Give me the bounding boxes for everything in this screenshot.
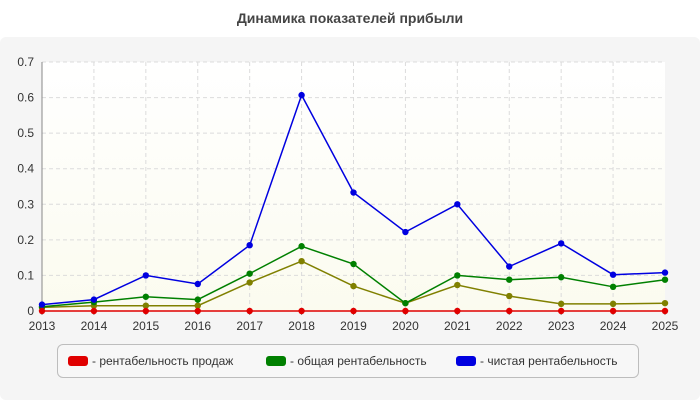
data-point [454,281,461,289]
data-point [194,296,201,303]
data-point [506,276,513,283]
data-point [194,280,201,288]
data-point [142,293,150,300]
data-point [454,201,461,208]
data-point [298,307,305,315]
x-tick-label: 2018 [288,319,315,333]
legend: - рентабельность продаж - общая рентабел… [57,344,639,378]
x-tick-label: 2020 [392,319,419,333]
data-point [661,269,669,276]
x-tick-label: 2019 [340,319,367,333]
data-point [194,307,201,315]
x-tick-label: 2016 [184,319,211,333]
x-tick-label: 2024 [600,319,627,333]
data-point [350,260,357,268]
y-tick-label: 0.4 [17,162,34,176]
data-point [90,307,98,315]
legend-swatch-red [68,356,88,366]
x-tick-label: 2013 [29,319,56,333]
data-point [454,307,461,315]
legend-label: - чистая рентабельность [480,354,618,368]
data-point [350,307,357,315]
legend-label: - общая рентабельность [290,354,427,368]
data-point [90,296,98,303]
y-tick-label: 0.3 [17,197,34,211]
data-point [661,307,669,315]
y-tick-label: 0 [27,304,34,318]
legend-item-sales-profitability: - рентабельность продаж [68,345,233,377]
data-point [557,300,565,308]
data-point [194,302,201,309]
data-point [142,302,150,309]
data-point [506,307,513,315]
data-point [661,299,669,307]
legend-swatch-green [266,356,286,366]
data-point [609,283,617,291]
y-tick-label: 0.7 [17,55,34,69]
data-point [557,307,565,315]
legend-swatch-blue [456,356,476,366]
x-tick-label: 2017 [236,319,263,333]
plot-area [42,62,665,311]
data-point [298,258,305,265]
data-point [142,272,150,279]
y-tick-label: 0.6 [17,91,34,105]
data-point [661,276,669,283]
x-tick-label: 2014 [81,319,108,333]
legend-label: - рентабельность продаж [92,354,234,368]
data-point [38,301,46,308]
x-tick-label: 2025 [652,319,679,333]
y-tick-label: 0.2 [17,233,34,247]
data-point [506,292,513,300]
data-point [350,282,357,290]
data-point [557,274,565,281]
legend-item-net-profitability: - чистая рентабельность [456,345,617,377]
data-point [246,241,253,249]
x-tick-label: 2023 [548,319,575,333]
data-point [609,271,617,278]
data-point [298,243,305,250]
y-tick-label: 0.5 [17,126,34,140]
data-point [454,272,461,279]
data-point [402,307,409,315]
data-point [609,300,617,308]
y-tick-label: 0.1 [17,268,34,282]
data-point [246,270,253,277]
data-point [298,91,305,99]
data-point [402,228,409,236]
data-point [38,307,46,315]
data-point [246,279,253,286]
legend-item-overall-profitability: - общая рентабельность [266,345,427,377]
data-point [557,240,565,247]
x-tick-label: 2021 [444,319,471,333]
data-point [402,299,409,307]
data-point [609,307,617,315]
data-point [246,307,253,315]
x-tick-label: 2015 [132,319,159,333]
chart-title: Динамика показателей прибыли [236,10,464,26]
data-point [142,307,150,315]
data-point [350,189,357,196]
x-tick-label: 2022 [496,319,523,333]
data-point [506,263,513,270]
